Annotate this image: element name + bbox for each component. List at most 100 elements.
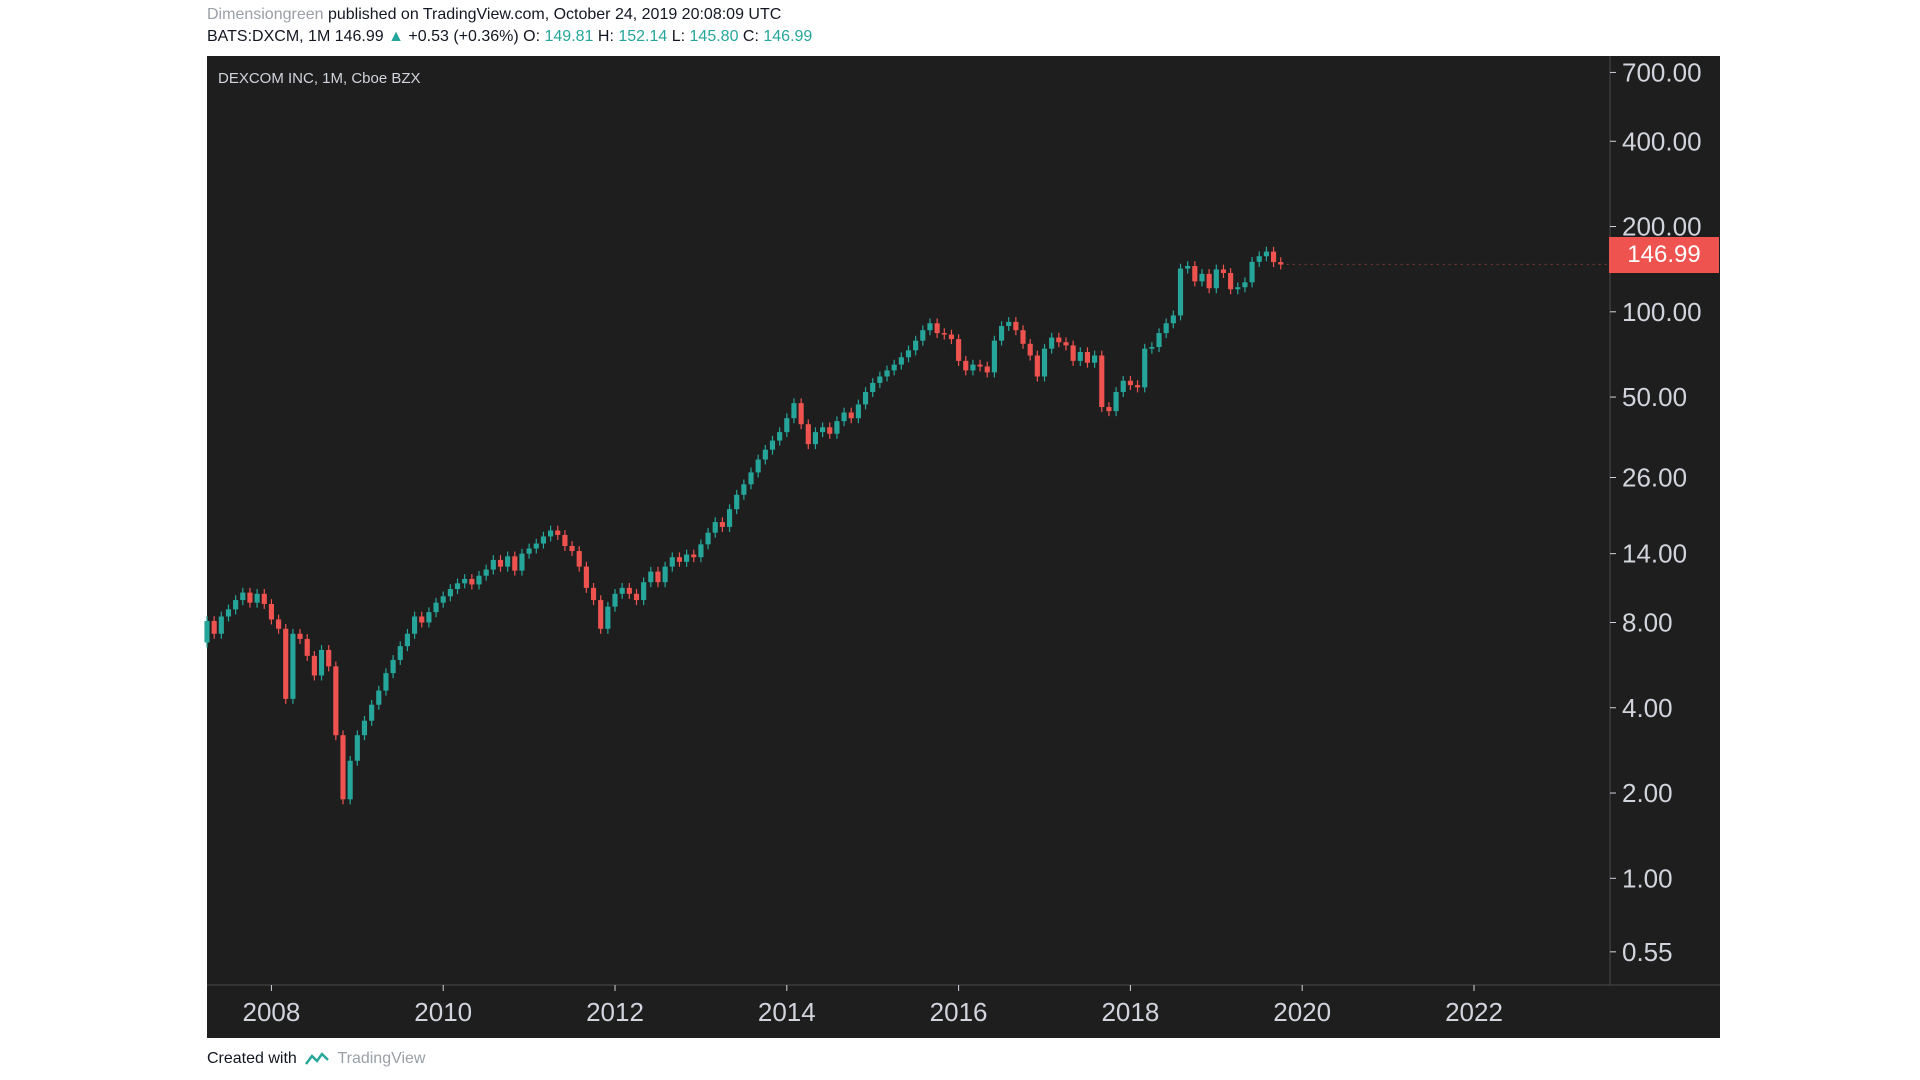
candle-body (698, 544, 703, 557)
candle-body (512, 556, 517, 570)
candle (620, 583, 625, 599)
candle-body (756, 459, 761, 472)
candle (963, 356, 968, 375)
y-tick-label: 26.00 (1622, 463, 1687, 493)
y-tick-label: 2.00 (1622, 778, 1673, 808)
candle (240, 588, 245, 605)
candle-body (369, 705, 374, 721)
candle (813, 427, 818, 449)
candle-body (448, 589, 453, 596)
chart-legend: DEXCOM INC, 1M, Cboe BZX (218, 70, 421, 87)
candle-body (913, 341, 918, 351)
x-tick-label: 2016 (930, 997, 988, 1027)
candle-body (713, 522, 718, 533)
candle (512, 551, 517, 575)
candle-body (1192, 266, 1197, 281)
candle (476, 571, 481, 590)
tradingview-brand[interactable]: TradingView (337, 1050, 425, 1067)
candle-body (691, 555, 696, 558)
candle-body (548, 530, 553, 536)
candle (655, 567, 660, 587)
candle (448, 584, 453, 601)
candle-body (620, 588, 625, 594)
candle (999, 321, 1004, 345)
candle (1013, 317, 1018, 335)
candle (1085, 347, 1090, 368)
candle-body (398, 646, 403, 660)
candle-body (992, 341, 997, 373)
candle (541, 532, 546, 549)
candle (276, 615, 281, 634)
candle-body (605, 607, 610, 629)
candle-body (677, 557, 682, 562)
candle-body (627, 588, 632, 594)
candle-body (1156, 333, 1161, 347)
candle (505, 551, 510, 571)
candle-body (1092, 355, 1097, 362)
candle (863, 387, 868, 409)
candle (920, 325, 925, 345)
candle (226, 605, 231, 622)
candle-body (584, 567, 589, 588)
candle-body (383, 673, 388, 690)
candle (1257, 251, 1262, 266)
candle (462, 574, 467, 588)
candle-body (541, 536, 546, 543)
created-with-text: Created with (207, 1050, 297, 1067)
candle (1006, 317, 1011, 331)
candle-body (598, 600, 603, 629)
y-tick-label: 14.00 (1622, 539, 1687, 569)
candle (913, 336, 918, 356)
candle-body (1106, 407, 1111, 411)
candle (455, 578, 460, 594)
candle-body (1250, 262, 1255, 282)
x-tick-label: 2020 (1273, 997, 1331, 1027)
candle-body (348, 761, 353, 800)
candle-body (705, 533, 710, 545)
candle-body (1114, 392, 1119, 411)
candle (591, 583, 596, 605)
candle (1092, 351, 1097, 368)
candle (949, 330, 954, 344)
candle-body (906, 350, 911, 357)
candle (1178, 264, 1183, 321)
candle (978, 360, 983, 372)
candle (827, 422, 832, 438)
candle (312, 651, 317, 680)
candle (841, 408, 846, 427)
candle (935, 318, 940, 338)
candle-body (212, 621, 217, 634)
candle-body (748, 472, 753, 484)
candle-body (877, 376, 882, 382)
y-tick-label: 700.00 (1622, 57, 1702, 87)
candle-body (333, 666, 338, 735)
candle (877, 372, 882, 388)
candle-body (784, 418, 789, 432)
candle (791, 398, 796, 423)
candle-body (1242, 282, 1247, 287)
candle-body (362, 721, 367, 735)
candle (1042, 344, 1047, 382)
candle (748, 468, 753, 490)
candle-body (641, 582, 646, 600)
candle (412, 612, 417, 639)
y-tick-label: 400.00 (1622, 126, 1702, 156)
candle-body (562, 535, 567, 546)
candle (884, 366, 889, 382)
candle (1271, 247, 1276, 267)
candle (362, 716, 367, 740)
candle (519, 549, 524, 576)
candle-body (240, 593, 245, 600)
candle-body (870, 383, 875, 392)
candle (376, 686, 381, 710)
candle-body (892, 365, 897, 371)
candle (212, 616, 217, 639)
candle-body (319, 650, 324, 676)
candle (663, 562, 668, 587)
candle (255, 589, 260, 608)
candle (247, 588, 252, 608)
candle-body (949, 335, 954, 340)
candle-body (476, 576, 481, 585)
candle (1114, 387, 1119, 416)
